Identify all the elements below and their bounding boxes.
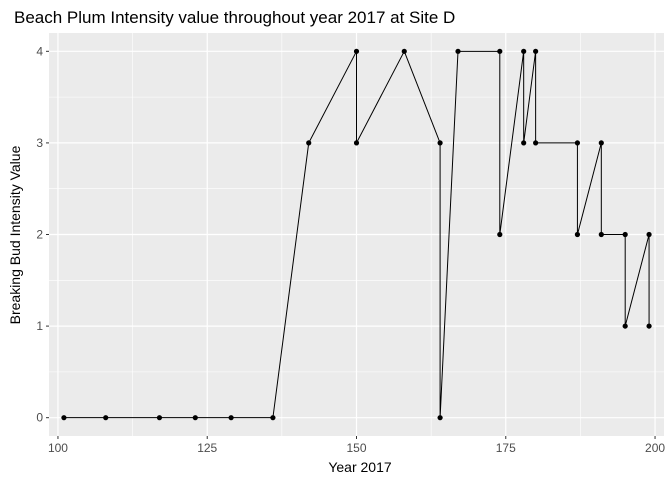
x-tick-label: 200	[645, 441, 665, 455]
data-point	[646, 231, 652, 238]
data-point	[192, 415, 198, 421]
data-point	[455, 48, 461, 54]
y-axis-title: Breaking Bud Intensity Value	[7, 145, 23, 324]
data-point	[533, 48, 539, 54]
series-points	[61, 48, 652, 421]
data-point	[497, 231, 503, 238]
data-point	[437, 415, 443, 421]
data-point	[521, 48, 527, 54]
y-tick-label: 0	[36, 411, 43, 425]
y-tick-label: 1	[36, 319, 43, 333]
data-point	[521, 140, 527, 146]
y-tick-label: 4	[36, 44, 43, 58]
data-point	[156, 415, 163, 421]
data-point	[497, 48, 503, 54]
data-point	[437, 140, 443, 146]
data-point	[574, 231, 581, 238]
y-tick-label: 2	[36, 228, 43, 242]
x-tick-label: 100	[48, 441, 68, 455]
x-tick-label: 125	[197, 441, 217, 455]
data-point	[270, 415, 276, 421]
data-point	[622, 323, 628, 329]
x-tick-label: 150	[346, 441, 366, 455]
data-point	[598, 231, 604, 238]
data-point	[306, 140, 312, 146]
data-point	[401, 48, 407, 54]
data-point	[103, 415, 109, 421]
axes: 100 125 150 175 200 0 1 2 3 4	[36, 44, 665, 455]
data-point	[598, 140, 604, 146]
data-point	[646, 323, 652, 329]
data-point	[353, 140, 360, 146]
data-point	[353, 48, 360, 54]
chart-title: Beach Plum Intensity value throughout ye…	[14, 8, 455, 27]
gridlines	[49, 33, 664, 436]
data-point	[574, 140, 581, 146]
data-point	[622, 231, 628, 238]
x-axis-title: Year 2017	[328, 459, 392, 475]
y-tick-label: 3	[36, 136, 43, 150]
data-point	[61, 415, 67, 421]
data-point	[228, 415, 234, 421]
x-tick-label: 175	[496, 441, 516, 455]
data-point	[533, 140, 539, 146]
